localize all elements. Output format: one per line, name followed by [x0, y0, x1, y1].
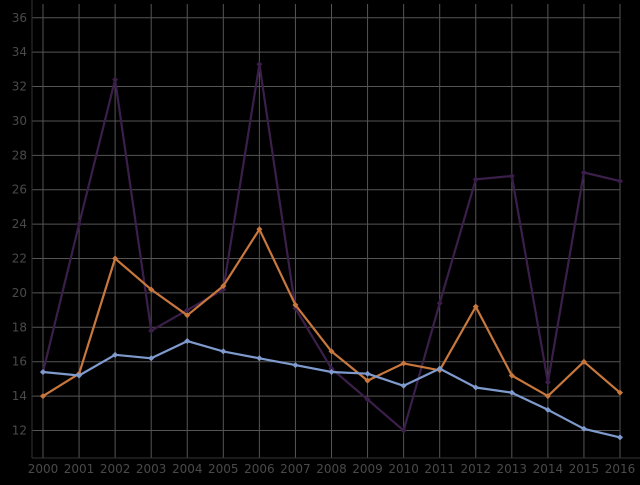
x-tick-label: 2014 [533, 462, 564, 476]
y-tick-label: 28 [12, 148, 27, 162]
y-tick-label: 16 [12, 355, 27, 369]
series-2-point [400, 360, 407, 367]
series-1-point [184, 307, 191, 314]
series-2-point [220, 283, 227, 290]
axes [31, 0, 640, 459]
series-2-point [472, 303, 479, 310]
x-tick-label: 2000 [28, 462, 59, 476]
x-tick-label: 2008 [316, 462, 347, 476]
series-3-point [580, 425, 587, 432]
series-3-point [364, 370, 371, 377]
series-3-point [112, 351, 119, 358]
series-3-point [544, 406, 551, 413]
x-tick-label: 2005 [208, 462, 239, 476]
series-1-point [436, 300, 443, 307]
y-tick-label: 12 [12, 423, 27, 437]
series-2-point [580, 358, 587, 365]
series-2-point [508, 372, 515, 379]
series-1-point [580, 169, 587, 176]
series-1-point [148, 327, 155, 334]
series-3-point [148, 355, 155, 362]
series-3-point [472, 384, 479, 391]
series-1-point [112, 76, 119, 83]
y-tick-label: 24 [12, 217, 27, 231]
y-tick-label: 36 [12, 11, 27, 25]
series-3-point [328, 369, 335, 376]
series-2-point [184, 312, 191, 319]
series-3-point [256, 355, 263, 362]
x-tick-label: 2007 [280, 462, 311, 476]
series-2-point [328, 348, 335, 355]
y-tick-label: 20 [12, 286, 27, 300]
series-2-point [364, 377, 371, 384]
x-tick-label: 2002 [100, 462, 131, 476]
x-tick-label: 2009 [352, 462, 383, 476]
grid [32, 4, 621, 458]
series-3-point [508, 389, 515, 396]
x-tick-label: 2011 [424, 462, 455, 476]
x-tick-label: 2016 [605, 462, 636, 476]
series-1-point [544, 379, 551, 386]
y-tick-label: 34 [12, 45, 27, 59]
y-tick-label: 14 [12, 389, 27, 403]
series-2-point [148, 286, 155, 293]
x-tick-label: 2006 [244, 462, 275, 476]
x-tick-label: 2012 [460, 462, 491, 476]
series-1-point [472, 176, 479, 183]
x-tick-label: 2013 [497, 462, 528, 476]
series-1-point [328, 365, 335, 372]
series-1-point [256, 61, 263, 68]
y-tick-label: 18 [12, 320, 27, 334]
x-tick-label: 2001 [64, 462, 95, 476]
series-2-point [544, 393, 551, 400]
series-3-point [436, 365, 443, 372]
x-tick-label: 2004 [172, 462, 203, 476]
series-1-point [508, 172, 515, 179]
series-lines [40, 61, 623, 441]
series-2-point [256, 226, 263, 233]
x-tick-label: 2015 [569, 462, 600, 476]
y-tick-label: 26 [12, 183, 27, 197]
series-3-point [617, 434, 623, 441]
y-tick-label: 22 [12, 252, 27, 266]
series-3-point [400, 382, 407, 389]
y-tick-label: 32 [12, 80, 27, 94]
x-tick-label: 2010 [388, 462, 419, 476]
series-2-point [40, 393, 46, 400]
series-2-point [617, 389, 623, 396]
series-1-point [76, 221, 83, 228]
series-1-point [364, 396, 371, 403]
x-tick-label: 2003 [136, 462, 167, 476]
tick-labels: 2000 2001 2002 2003 2004 2005 2006 2007 2008 2009… [12, 11, 636, 476]
series-3-point [40, 369, 46, 376]
series-3-point [292, 362, 299, 369]
series-2-point [112, 255, 119, 262]
series-3-point [76, 372, 83, 379]
y-tick-label: 30 [12, 114, 27, 128]
series-1-point [400, 427, 407, 434]
series-3-point [184, 338, 191, 345]
series-1-point [617, 178, 623, 185]
series-3-point [220, 348, 227, 355]
series-2-point [292, 301, 299, 308]
